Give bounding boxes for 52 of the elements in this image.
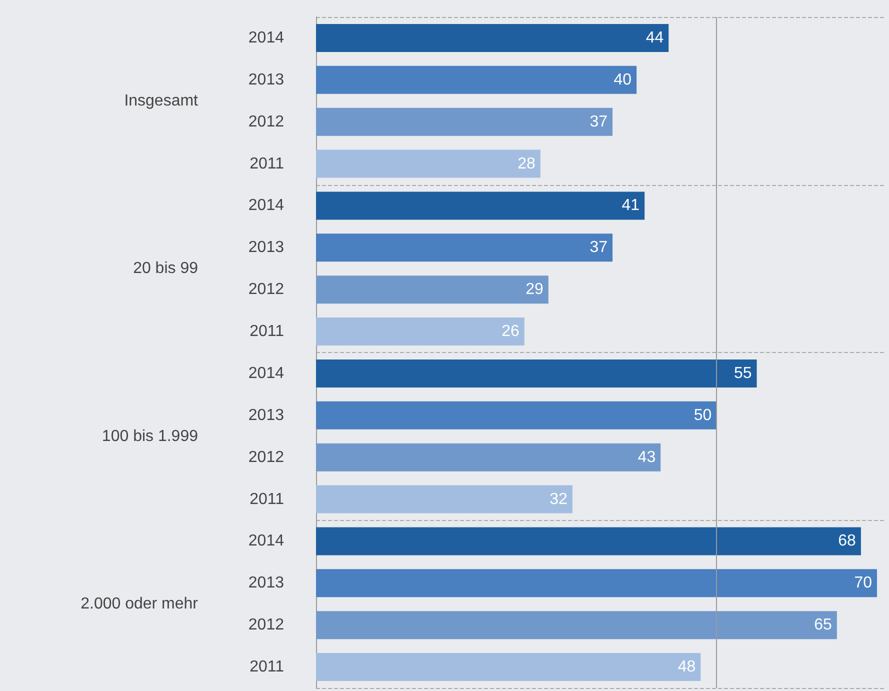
data-label: 43: [638, 448, 656, 466]
text: 2011: [250, 658, 284, 676]
data-label: 44: [646, 29, 664, 46]
data-label: 28: [518, 155, 536, 172]
y-tick-label: 100 bis 1.999: [102, 428, 198, 445]
bar: [316, 443, 661, 472]
text: 2012: [248, 281, 284, 298]
text: 2013: [248, 406, 284, 424]
bar: [316, 485, 572, 514]
series-label: 2013: [248, 71, 284, 88]
text: 2014: [248, 197, 284, 214]
text: 2011: [250, 323, 284, 340]
data-label: 29: [526, 281, 544, 298]
data-label: 26: [502, 323, 520, 340]
bar: [316, 653, 701, 682]
bar: [316, 24, 669, 52]
bar: [316, 318, 524, 346]
y-tick-label: 2.000 oder mehr: [80, 596, 199, 613]
data-label: 48: [678, 658, 696, 676]
bar: [316, 192, 645, 220]
bar: [316, 234, 613, 262]
data-label: 37: [590, 113, 608, 130]
bar: [316, 108, 613, 136]
data-label: 70: [854, 574, 872, 592]
data-label: 32: [550, 490, 568, 508]
bar: [316, 276, 548, 304]
text: 2014: [248, 532, 284, 550]
series-label: 2014: [248, 29, 284, 46]
text: 2011: [250, 490, 284, 508]
y-tick-label: 20 bis 99: [133, 260, 198, 278]
data-label: 40: [614, 71, 632, 88]
text: 2013: [248, 574, 284, 592]
data-label: 37: [590, 239, 608, 256]
text: 2014: [248, 364, 284, 382]
data-label: 65: [814, 616, 832, 634]
bar: [316, 527, 861, 556]
text: 2012: [248, 616, 284, 634]
data-label: 50: [694, 406, 712, 424]
bar: [316, 359, 757, 388]
bar: [316, 611, 837, 640]
text: 2012: [248, 448, 284, 466]
series-label: 2012: [248, 113, 284, 130]
bar: [316, 569, 877, 598]
data-label: 41: [622, 197, 640, 214]
data-label: 68: [838, 532, 856, 550]
bar: [316, 401, 717, 430]
data-label: 55: [734, 364, 752, 382]
text: 2013: [248, 239, 284, 256]
bar: [316, 150, 540, 178]
y-tick-label: Insgesamt: [124, 92, 199, 110]
bar: [316, 66, 637, 94]
series-label: 2011: [250, 155, 284, 172]
